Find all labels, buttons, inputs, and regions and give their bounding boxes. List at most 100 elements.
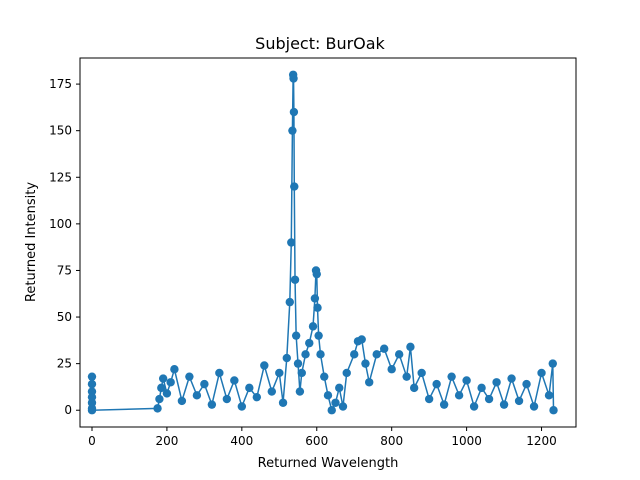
data-point — [185, 372, 194, 381]
data-point — [290, 275, 300, 284]
data-point — [314, 331, 323, 340]
x-tick-label: 400 — [230, 434, 253, 448]
data-point — [387, 365, 396, 374]
data-point — [87, 372, 97, 381]
x-tick-label: 800 — [380, 434, 403, 448]
data-point — [282, 353, 291, 363]
data-point — [365, 378, 374, 387]
data-point — [166, 378, 175, 387]
data-point — [278, 398, 288, 407]
data-point — [301, 350, 310, 359]
data-point — [549, 406, 558, 415]
data-point — [192, 391, 202, 400]
data-point — [290, 182, 299, 191]
data-point — [245, 383, 254, 393]
data-point — [514, 396, 524, 406]
data-point — [499, 400, 509, 409]
data-point — [338, 402, 348, 411]
data-point — [158, 374, 168, 383]
data-point — [285, 297, 294, 307]
data-point — [310, 294, 320, 303]
x-axis-label: Returned Wavelength — [258, 456, 399, 471]
data-point — [439, 400, 449, 409]
data-point — [260, 361, 269, 370]
data-point — [230, 376, 239, 385]
data-point — [335, 383, 344, 393]
data-point — [267, 387, 277, 396]
data-point — [289, 74, 298, 83]
data-point — [207, 400, 217, 409]
y-tick-label: 150 — [49, 124, 72, 138]
data-point — [409, 383, 419, 393]
data-point — [295, 387, 305, 396]
y-tick-label: 125 — [49, 170, 72, 184]
data-point — [215, 368, 224, 378]
data-point — [507, 374, 516, 383]
data-point — [312, 269, 321, 279]
data-point — [289, 107, 299, 117]
y-tick-label: 75 — [57, 263, 72, 277]
data-point — [293, 359, 303, 368]
x-tick-label: 0 — [88, 434, 96, 448]
y-tick-label: 50 — [57, 310, 72, 324]
data-point — [462, 376, 471, 385]
data-point — [492, 378, 501, 387]
data-point — [357, 335, 366, 344]
data-point — [327, 406, 336, 415]
data-point — [537, 368, 546, 378]
x-tick-label: 200 — [155, 434, 178, 448]
data-point — [155, 394, 164, 404]
data-point — [406, 342, 415, 352]
ticks-layer: 0 200 400 600 800 1000 1200 0 25 50 75 100 125 150 175 — [49, 77, 557, 448]
y-tick-label: 25 — [57, 357, 72, 371]
y-axis-label: Returned Intensity — [24, 182, 39, 302]
data-point — [252, 392, 262, 402]
data-point — [469, 402, 479, 411]
plot-frame — [79, 57, 577, 428]
x-tick-label: 1000 — [451, 434, 482, 448]
data-point — [342, 368, 351, 378]
data-point — [316, 350, 325, 359]
y-tick-label: 100 — [49, 217, 72, 231]
y-tick-label: 0 — [64, 403, 72, 417]
x-tick-label: 1200 — [526, 434, 557, 448]
data-point — [170, 365, 179, 374]
series-line — [91, 74, 555, 413]
data-point — [313, 303, 322, 312]
data-point — [288, 126, 297, 135]
data-point — [372, 350, 381, 359]
data-point — [394, 350, 404, 359]
data-point — [361, 359, 370, 368]
data-point — [331, 398, 340, 407]
data-point — [402, 372, 411, 381]
data-point — [447, 372, 456, 381]
data-point — [287, 238, 296, 247]
data-point — [200, 379, 209, 389]
series-layer — [87, 70, 558, 415]
data-point — [417, 368, 426, 378]
data-point — [529, 402, 539, 411]
data-point — [432, 379, 441, 389]
data-point — [548, 359, 557, 368]
data-point — [424, 394, 434, 404]
data-point — [87, 406, 97, 415]
data-point — [177, 396, 187, 406]
data-point — [291, 331, 301, 340]
x-tick-label: 600 — [305, 434, 328, 448]
data-point — [305, 338, 314, 348]
data-point — [222, 394, 232, 404]
data-point — [297, 368, 306, 378]
chart-title: Subject: BurOak — [255, 34, 385, 53]
data-point — [544, 391, 554, 400]
data-point — [308, 322, 318, 331]
data-point — [323, 391, 333, 400]
data-point — [320, 372, 329, 381]
data-point — [379, 344, 389, 353]
data-point — [477, 383, 486, 393]
data-point — [484, 394, 494, 404]
data-point — [153, 404, 162, 413]
data-point — [162, 389, 172, 398]
data-point — [522, 379, 531, 389]
y-tick-label: 175 — [49, 77, 72, 91]
